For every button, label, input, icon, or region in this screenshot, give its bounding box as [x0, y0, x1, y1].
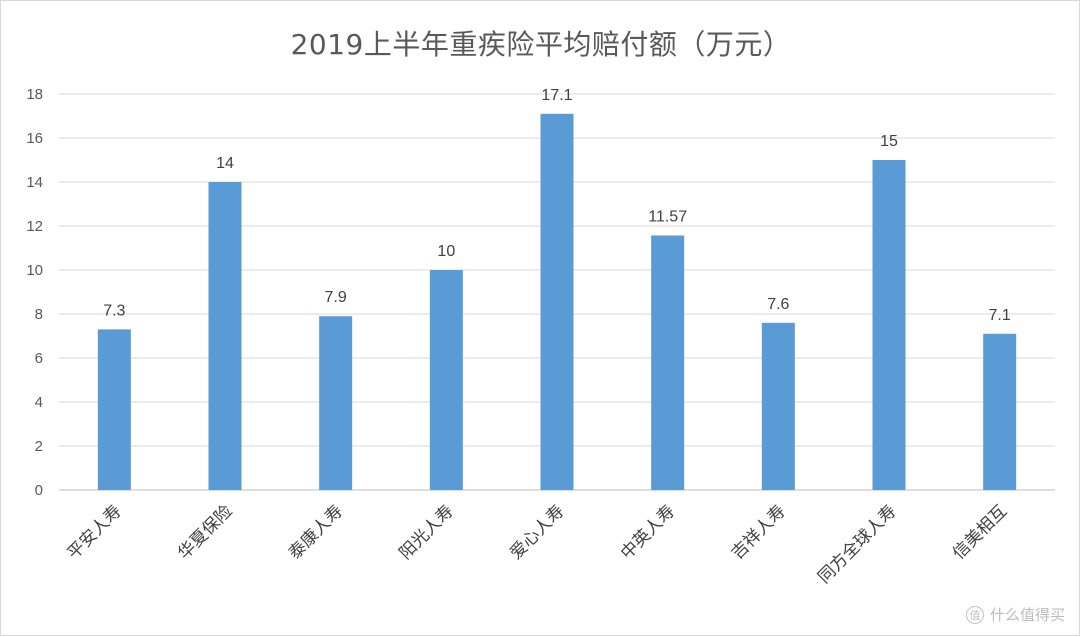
bar — [761, 322, 795, 490]
y-tick-label: 8 — [35, 306, 43, 323]
category-label: 中英人寿 — [617, 501, 679, 563]
bar — [429, 270, 463, 490]
y-tick-label: 12 — [26, 218, 43, 235]
data-label: 7.9 — [325, 289, 347, 306]
data-label: 11.57 — [648, 208, 687, 225]
bar — [208, 182, 242, 490]
bar — [872, 160, 906, 490]
bar — [540, 113, 574, 491]
bar — [983, 333, 1017, 490]
y-tick-label: 18 — [26, 86, 43, 103]
category-label: 华夏保险 — [174, 501, 236, 563]
watermark: 值 什么值得买 — [965, 604, 1065, 625]
category-label: 阳光人寿 — [396, 501, 458, 563]
category-label: 吉祥人寿 — [728, 501, 790, 563]
data-label: 14 — [216, 155, 234, 172]
data-label: 7.1 — [989, 307, 1011, 324]
bar — [319, 316, 353, 490]
y-tick-label: 2 — [35, 438, 43, 455]
data-label: 7.6 — [767, 296, 789, 313]
category-label: 信美相互 — [949, 501, 1011, 563]
data-label: 10 — [437, 243, 455, 260]
data-label: 15 — [880, 133, 898, 150]
bar — [651, 235, 685, 490]
data-label: 17.1 — [541, 87, 572, 104]
category-label: 泰康人寿 — [285, 501, 347, 563]
y-tick-label: 10 — [26, 262, 43, 279]
y-tick-label: 6 — [35, 350, 43, 367]
category-label: 爱心人寿 — [506, 501, 568, 563]
chart-title: 2019上半年重疾险平均赔付额（万元） — [290, 28, 792, 61]
y-tick-label: 0 — [35, 482, 43, 499]
category-label: 平安人寿 — [64, 501, 126, 563]
bar — [97, 329, 131, 490]
y-tick-label: 16 — [26, 130, 43, 147]
data-label: 7.3 — [103, 302, 125, 319]
zhi-icon: 值 — [965, 605, 984, 624]
y-tick-label: 4 — [35, 394, 43, 411]
watermark-text: 什么值得买 — [989, 606, 1065, 624]
y-tick-label: 14 — [26, 174, 43, 191]
category-label: 同方全球人寿 — [814, 501, 900, 587]
